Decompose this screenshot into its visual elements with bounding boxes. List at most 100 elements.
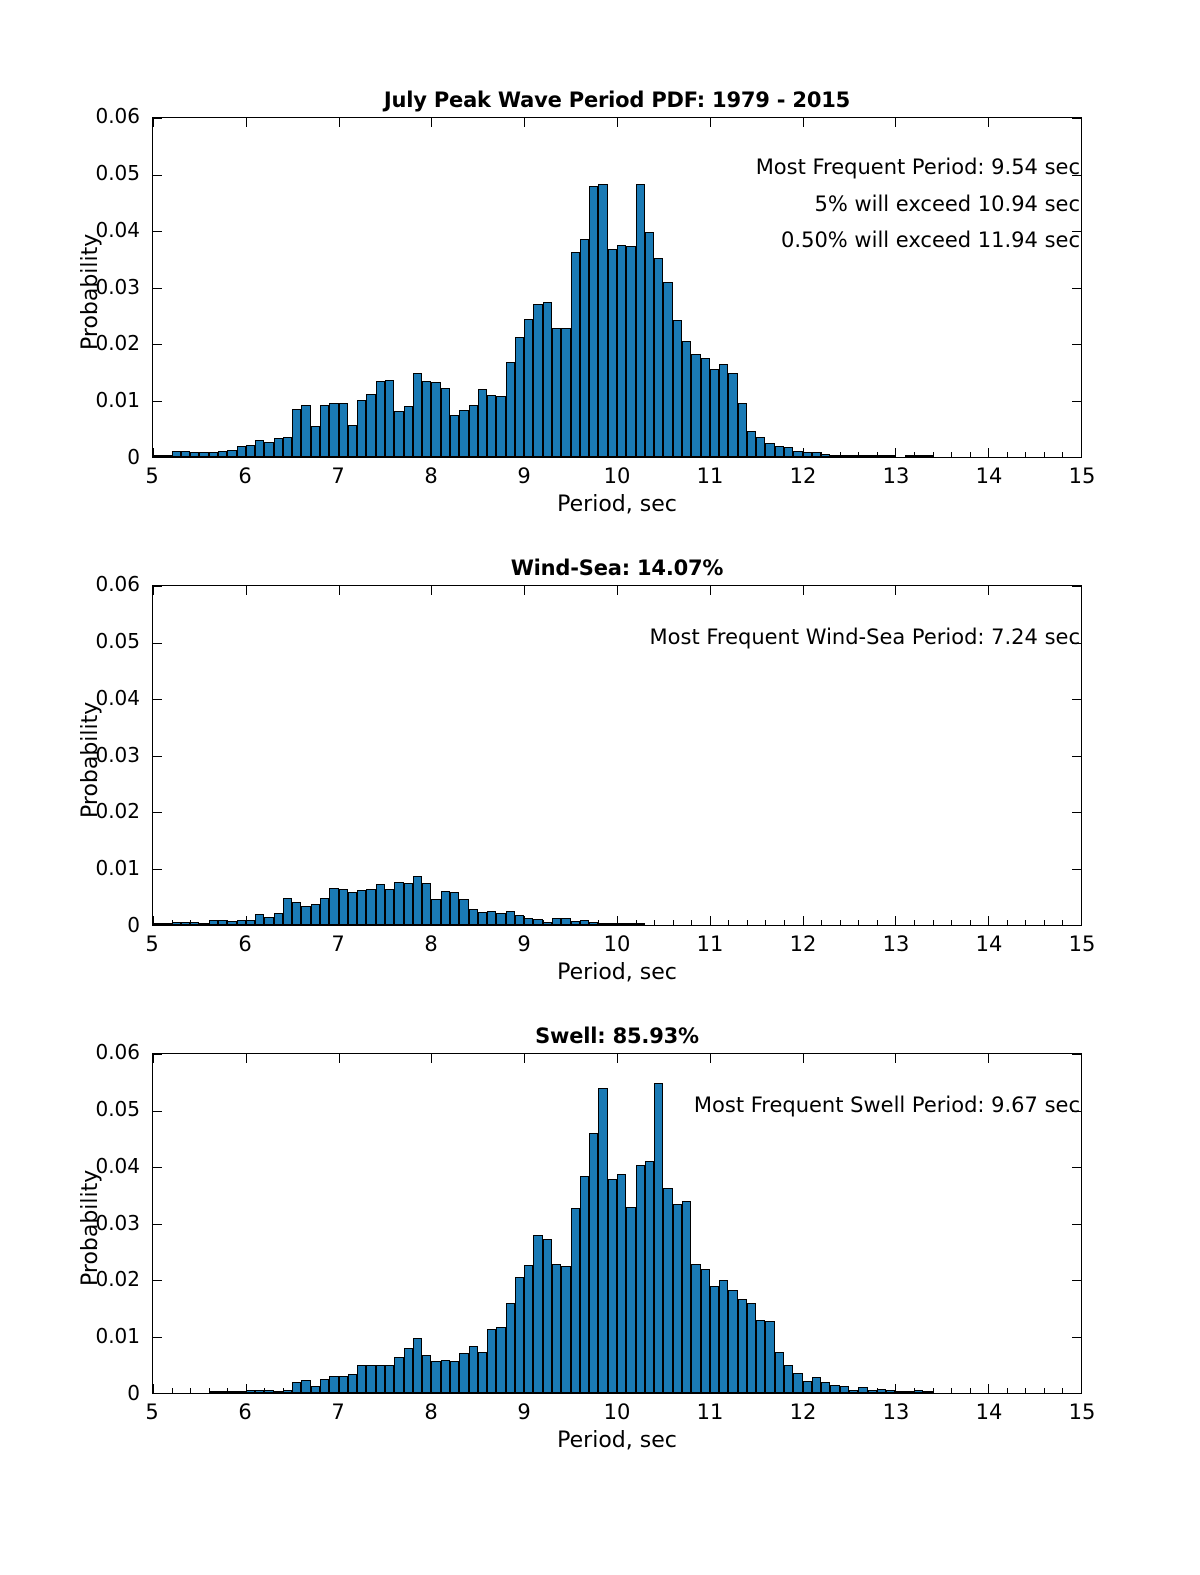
x-axis-minor-tick xyxy=(245,452,247,457)
histogram-bar xyxy=(422,883,432,925)
x-axis-tick xyxy=(153,1054,154,1063)
x-axis-minor-tick xyxy=(449,452,451,457)
x-axis-minor-tick xyxy=(709,1388,711,1393)
x-axis-tick xyxy=(153,586,154,595)
x-axis-minor-tick xyxy=(468,1388,470,1393)
histogram-bar xyxy=(282,1390,293,1393)
panel-swell-axes xyxy=(152,1053,1082,1394)
x-axis-tick-label: 15 xyxy=(1068,1400,1096,1424)
x-axis-minor-tick xyxy=(635,452,637,457)
y-axis-tick xyxy=(1072,118,1081,119)
x-axis-minor-tick xyxy=(728,1388,730,1393)
x-axis-minor-tick xyxy=(969,1388,971,1393)
x-axis-minor-tick xyxy=(171,920,173,925)
x-axis-minor-tick xyxy=(1043,1388,1045,1393)
histogram-bar xyxy=(431,899,441,925)
x-axis-minor-tick xyxy=(171,1388,173,1393)
x-axis-tick xyxy=(245,118,247,127)
histogram-bar xyxy=(273,1391,283,1393)
x-axis-minor-tick xyxy=(802,1388,804,1393)
histogram-bar xyxy=(422,381,432,457)
histogram-bar xyxy=(329,402,339,457)
histogram-bar xyxy=(385,889,395,925)
x-axis-tick xyxy=(709,1054,711,1063)
x-axis-minor-tick xyxy=(672,920,674,925)
histogram-bar xyxy=(236,1391,246,1393)
x-axis-minor-tick xyxy=(264,920,266,925)
panel-wind-sea-title: Wind-Sea: 14.07% xyxy=(510,556,724,580)
histogram-bar xyxy=(412,1338,423,1393)
histogram-bar xyxy=(672,320,682,457)
x-axis-minor-tick xyxy=(412,1388,414,1393)
histogram-bar xyxy=(514,1276,525,1393)
histogram-bar xyxy=(347,1374,358,1393)
x-axis-tick xyxy=(895,586,897,595)
y-axis-tick xyxy=(153,1336,162,1338)
x-axis-minor-tick xyxy=(1006,452,1008,457)
x-axis-minor-tick xyxy=(431,1388,433,1393)
x-axis-minor-tick xyxy=(394,1388,396,1393)
x-axis-tick-label: 10 xyxy=(603,1400,631,1424)
histogram-bar xyxy=(264,442,274,457)
x-axis-minor-tick xyxy=(468,452,470,457)
x-axis-tick xyxy=(338,586,340,595)
histogram-bar xyxy=(728,1290,738,1393)
x-axis-minor-tick xyxy=(487,920,489,925)
x-axis-minor-tick xyxy=(153,920,154,925)
histogram-bar xyxy=(552,918,562,925)
x-axis-minor-tick xyxy=(320,452,322,457)
x-axis-tick xyxy=(524,1054,526,1063)
histogram-bar xyxy=(459,410,469,457)
histogram-bar xyxy=(607,923,617,925)
y-axis-tick xyxy=(1072,755,1081,757)
x-axis-minor-tick xyxy=(227,1388,229,1393)
x-axis-minor-tick xyxy=(617,1388,618,1393)
histogram-bar xyxy=(876,455,887,457)
y-axis-tick xyxy=(153,925,162,926)
x-axis-tick xyxy=(709,118,711,127)
x-axis-minor-tick xyxy=(1043,920,1045,925)
x-axis-minor-tick xyxy=(746,920,748,925)
histogram-bar xyxy=(830,455,840,457)
histogram-bar xyxy=(505,911,515,925)
histogram-bar xyxy=(180,922,191,925)
y-axis-tick xyxy=(153,457,162,458)
histogram-bar xyxy=(505,1303,515,1393)
histogram-bar xyxy=(320,898,330,925)
histogram-bar xyxy=(338,889,348,925)
panel-total-annotation-1: 5% will exceed 10.94 sec xyxy=(814,192,1080,216)
x-axis-minor-tick xyxy=(765,1388,767,1393)
histogram-bar xyxy=(190,922,200,925)
histogram-bar xyxy=(468,909,478,925)
x-axis-minor-tick xyxy=(821,452,823,457)
y-axis-tick xyxy=(153,1223,162,1225)
x-axis-tick-label: 11 xyxy=(696,464,724,488)
histogram-bar xyxy=(394,881,404,925)
x-axis-tick xyxy=(431,118,433,127)
histogram-bar xyxy=(496,1326,506,1393)
y-axis-tick-label: 0.02 xyxy=(95,331,140,356)
y-axis-tick xyxy=(1072,812,1081,813)
histogram-bar xyxy=(607,1179,617,1393)
panel-swell-ylabel: Probability xyxy=(78,1169,103,1286)
x-axis-minor-tick xyxy=(821,1388,823,1393)
x-axis-minor-tick xyxy=(765,452,767,457)
x-axis-minor-tick xyxy=(913,920,915,925)
x-axis-minor-tick xyxy=(617,920,618,925)
y-axis-tick-label: 0.03 xyxy=(95,274,140,299)
x-axis-tick-label: 15 xyxy=(1068,932,1096,956)
x-axis-minor-tick xyxy=(951,452,953,457)
histogram-bar xyxy=(821,1381,831,1393)
histogram-bar xyxy=(217,1391,228,1393)
histogram-bar xyxy=(589,922,599,925)
histogram-bar xyxy=(561,918,571,925)
y-axis-tick xyxy=(153,699,162,700)
x-axis-minor-tick xyxy=(1062,920,1064,925)
histogram-bar xyxy=(310,425,321,457)
histogram-bar xyxy=(208,1391,218,1393)
histogram-bar xyxy=(403,1348,413,1393)
x-axis-tick-label: 14 xyxy=(975,1400,1003,1424)
x-axis-minor-tick xyxy=(561,1388,563,1393)
y-axis-tick xyxy=(1072,1280,1081,1281)
histogram-bar xyxy=(737,402,747,457)
